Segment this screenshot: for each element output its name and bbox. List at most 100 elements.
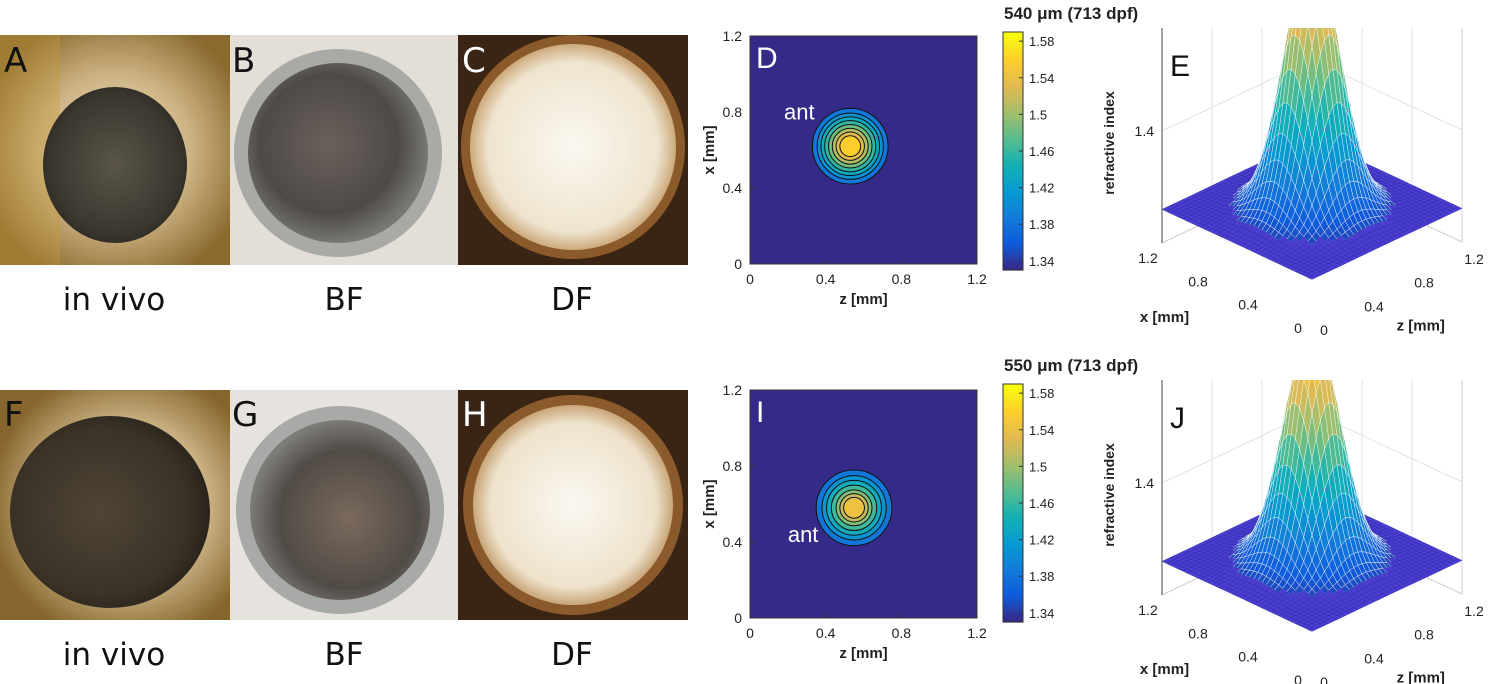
colorbar-segment <box>1003 439 1023 445</box>
colorbar-segment <box>1003 210 1023 216</box>
x-tick-label: 0.4 <box>816 625 836 641</box>
colorbar-segment <box>1003 431 1023 437</box>
colorbar-segment <box>1003 131 1023 136</box>
colorbar-segment <box>1003 194 1023 200</box>
df-lens-image <box>458 390 688 620</box>
colorbar-segment <box>1003 67 1023 73</box>
colorbar-segment <box>1003 510 1023 516</box>
x-tick-label: 1.2 <box>1138 250 1158 266</box>
z-tick-label: 1.4 <box>1135 123 1155 139</box>
colorbar-segment <box>1003 198 1023 204</box>
colorbar-segment <box>1003 598 1023 603</box>
panel-letter-g: G <box>232 395 259 435</box>
panel-letter-b: B <box>232 41 256 81</box>
z-tick-label: 1.2 <box>1464 251 1484 267</box>
colorbar-segment <box>1003 562 1023 568</box>
colorbar-segment <box>1003 610 1023 615</box>
colorbar-segment <box>1003 47 1023 53</box>
colorbar-segment <box>1003 578 1023 583</box>
sample-title-row2: 550 μm (713 dpf) <box>1004 356 1139 375</box>
colorbar-segment <box>1003 411 1023 417</box>
colorbar-tick-label: 1.54 <box>1029 423 1054 438</box>
colorbar-segment <box>1003 143 1023 148</box>
x-tick-label: 0.8 <box>1188 273 1208 289</box>
colorbar-segment <box>1003 83 1023 89</box>
colorbar-segment <box>1003 119 1023 124</box>
x-axis-label: x [mm] <box>1140 661 1189 678</box>
colorbar-segment <box>1003 606 1023 611</box>
colorbar-segment <box>1003 384 1023 389</box>
z-tick-label: 0.4 <box>1364 650 1384 666</box>
colorbar-segment <box>1003 242 1023 247</box>
colorbar-segment <box>1003 415 1023 421</box>
y-tick-label: 0.4 <box>723 180 743 196</box>
z-tick-label: 0.4 <box>1364 298 1384 314</box>
photo-df-row2 <box>458 390 688 620</box>
y-tick-label: 0 <box>734 256 742 272</box>
colorbar-segment <box>1003 391 1023 397</box>
colorbar-segment <box>1003 447 1023 453</box>
colorbar-segment <box>1003 475 1023 480</box>
colorbar-segment <box>1003 582 1023 587</box>
photo-df-row1 <box>458 35 688 265</box>
x-tick-label: 1.2 <box>1138 602 1158 618</box>
panel-letter-c: C <box>462 41 486 81</box>
colorbar-tick-label: 1.54 <box>1029 71 1054 86</box>
colorbar-segment <box>1003 423 1023 429</box>
colorbar-segment <box>1003 443 1023 449</box>
colorbar-segment <box>1003 234 1023 239</box>
colorbar-segment <box>1003 226 1023 231</box>
colorbar-segment <box>1003 467 1023 472</box>
colorbar-segment <box>1003 526 1023 532</box>
in-vivo-eye-image <box>0 390 230 620</box>
colorbar-i: 1.34 1.38 1.42 1.46 1.5 1.54 1.58 <box>1002 383 1054 623</box>
colorbar-segment <box>1003 570 1023 575</box>
z-tick-label: 0.8 <box>1414 275 1434 291</box>
colorbar-segment <box>1003 51 1023 57</box>
colorbar-segment <box>1003 166 1023 172</box>
z-axis-label: refractive index <box>1101 443 1117 547</box>
bf-lens-image <box>230 390 458 620</box>
colorbar-segment <box>1003 463 1023 468</box>
colorbar-segment <box>1003 522 1023 528</box>
x-tick-label: 0.8 <box>892 625 912 641</box>
z-dim-axis-label: z [mm] <box>1397 317 1445 334</box>
panel-letter: D <box>756 42 778 75</box>
panel-letter-f: F <box>4 395 24 435</box>
z-tick-label: 0 <box>1320 322 1328 338</box>
colorbar-segment <box>1003 218 1023 223</box>
colorbar-segment <box>1003 479 1023 484</box>
colorbar-segment <box>1003 87 1023 93</box>
panel-letter-a: A <box>4 41 28 81</box>
colorbar-segment <box>1003 618 1023 623</box>
caption-bf: BF <box>324 282 364 318</box>
panel-letter: I <box>756 396 764 429</box>
photo-bf-row1 <box>230 35 458 265</box>
colorbar-segment <box>1003 487 1023 492</box>
colorbar-segment <box>1003 566 1023 572</box>
x-tick-label: 0.4 <box>1238 297 1258 313</box>
z-tick-label: 0 <box>1320 674 1328 684</box>
surface-mesh-cell <box>1307 275 1317 280</box>
y-tick-label: 0.8 <box>723 104 743 120</box>
colorbar-segment <box>1003 230 1023 235</box>
colorbar-segment <box>1003 266 1023 271</box>
colorbar-segment <box>1003 262 1023 267</box>
colorbar-segment <box>1003 534 1023 540</box>
colorbar-segment <box>1003 495 1023 500</box>
colorbar-segment <box>1003 558 1023 564</box>
colorbar-segment <box>1003 178 1023 184</box>
colorbar-segment <box>1003 451 1023 456</box>
colorbar-segment <box>1003 55 1023 61</box>
panel-letter: E <box>1170 50 1190 83</box>
colorbar-segment <box>1003 455 1023 460</box>
colorbar-segment <box>1003 435 1023 441</box>
colorbar-segment <box>1003 514 1023 520</box>
colorbar-segment <box>1003 43 1023 49</box>
colorbar-segment <box>1003 182 1023 188</box>
colorbar-segment <box>1003 186 1023 192</box>
